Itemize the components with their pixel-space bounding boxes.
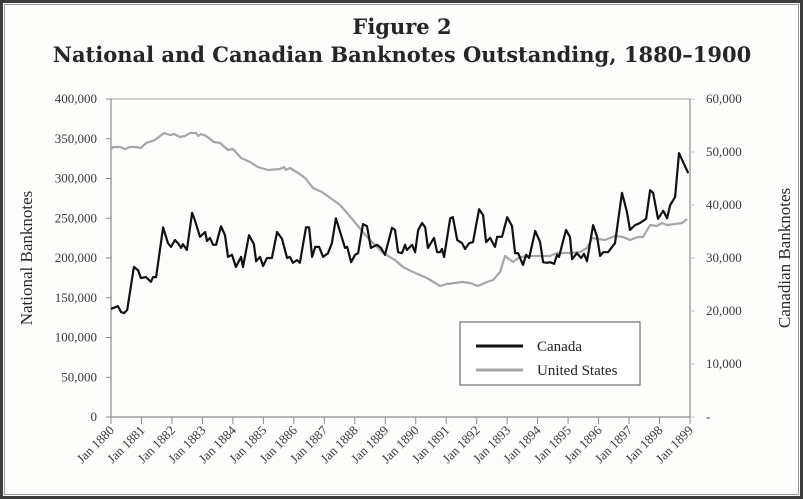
- left-tick-label: 300,000: [55, 171, 97, 186]
- series-line-canada: [110, 152, 690, 315]
- series-lines: [110, 131, 690, 315]
- left-tick-label: 150,000: [55, 290, 97, 305]
- right-tick-label: -: [706, 409, 710, 424]
- chart-title: Figure 2: [352, 14, 451, 39]
- legend: Canada United States: [459, 321, 641, 386]
- left-tick-label: 50,000: [61, 369, 97, 384]
- left-axis-title: National Banknotes: [17, 191, 36, 326]
- right-tick-label: 60,000: [706, 91, 742, 106]
- left-tick-label: 0: [91, 409, 98, 424]
- legend-box: [459, 321, 641, 386]
- legend-label-canada: Canada: [537, 339, 582, 355]
- series-line-united-states: [110, 131, 688, 288]
- left-tick-label: 250,000: [55, 210, 97, 225]
- chart-subtitle: National and Canadian Banknotes Outstand…: [53, 42, 752, 67]
- left-tick-label: 350,000: [55, 131, 97, 146]
- right-axis-title: Canadian Banknotes: [775, 188, 794, 328]
- left-tick-label: 400,000: [55, 91, 97, 106]
- right-tick-label: 50,000: [706, 144, 742, 159]
- left-tick-label: 100,000: [55, 330, 97, 345]
- right-tick-label: 10,000: [706, 356, 742, 371]
- legend-label-united-states: United States: [537, 363, 618, 379]
- left-tick-label: 200,000: [55, 250, 97, 265]
- right-tick-label: 40,000: [706, 197, 742, 212]
- right-tick-label: 20,000: [706, 303, 742, 318]
- right-tick-label: 30,000: [706, 250, 742, 265]
- axes: 0 50,000 100,000 150,000 200,000 250,000 300,0…: [55, 91, 742, 466]
